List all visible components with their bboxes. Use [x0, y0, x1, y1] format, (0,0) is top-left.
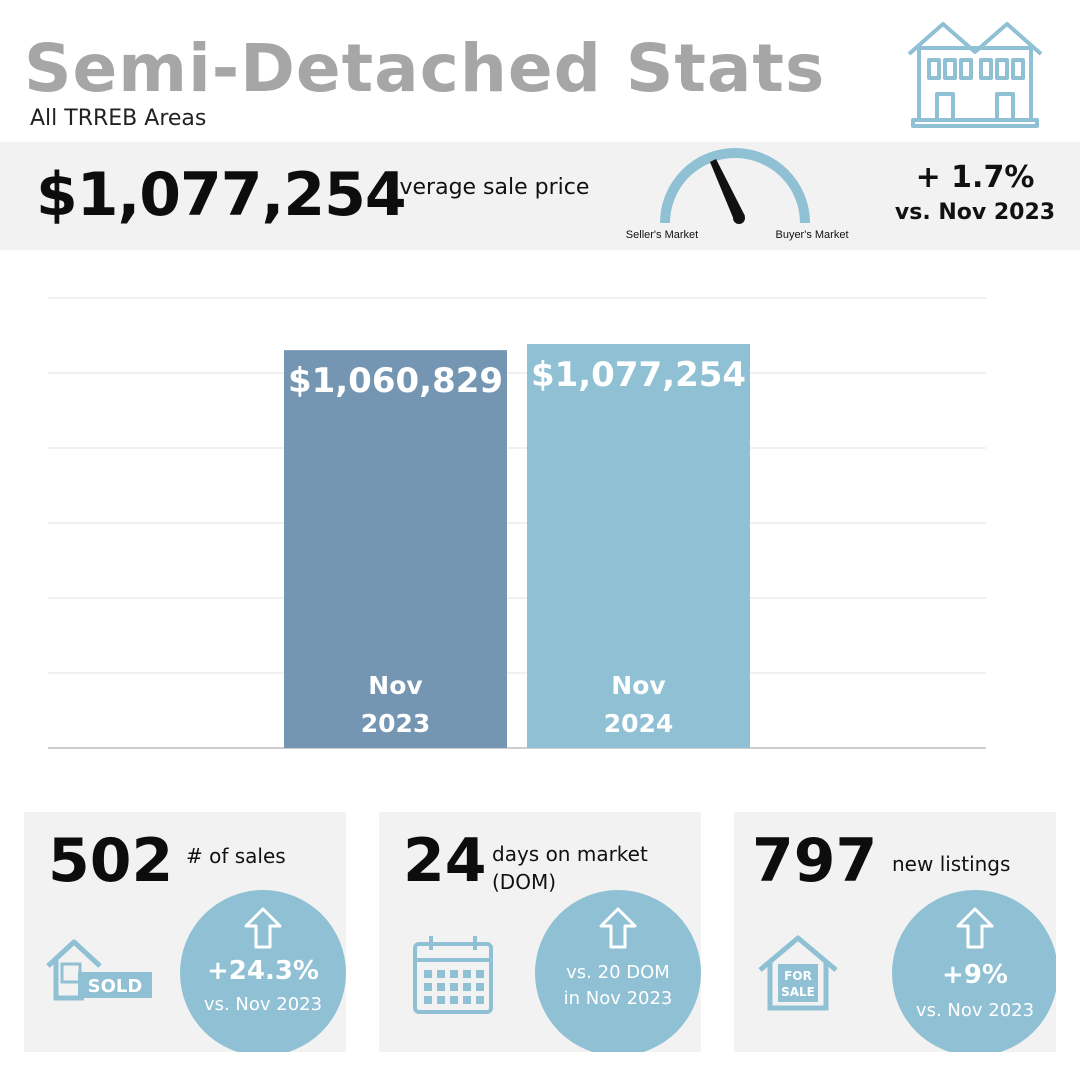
- bar-category-label: Nov: [611, 671, 665, 700]
- bar-value-label: $1,077,254: [531, 355, 746, 395]
- sales-change-circle: +24.3% vs. Nov 2023: [180, 890, 346, 1052]
- dom-card: 24 days on market (DOM) vs. 20 DOM in No…: [379, 812, 701, 1052]
- listings-change-value: +9%: [942, 960, 1008, 990]
- svg-text:SALE: SALE: [781, 985, 815, 999]
- gauge-left-label: Seller's Market: [625, 229, 699, 241]
- average-price-label: average sale price: [386, 175, 590, 200]
- sales-card: 502 # of sales SOLD +24.3% vs. Nov 2023: [24, 812, 346, 1052]
- bar-nov-2024: [527, 344, 750, 748]
- market-gauge: [660, 148, 810, 224]
- bar-value-label: $1,060,829: [288, 361, 503, 401]
- average-price-value: $1,077,254: [36, 160, 407, 230]
- bar-category-label: 2023: [361, 709, 431, 738]
- price-change: + 1.7% vs. Nov 2023: [880, 160, 1070, 230]
- up-arrow-icon: [956, 907, 994, 949]
- semi-detached-house-icon: [907, 22, 1043, 128]
- sales-count: 502: [48, 826, 174, 896]
- listings-count: 797: [752, 826, 878, 896]
- sales-change-vs: vs. Nov 2023: [203, 994, 323, 1015]
- dom-change-circle: vs. 20 DOM in Nov 2023: [535, 890, 701, 1052]
- listings-change-circle: +9% vs. Nov 2023: [892, 890, 1056, 1052]
- sold-house-icon: SOLD: [46, 939, 152, 1001]
- up-arrow-icon: [244, 907, 282, 949]
- for-sale-sign-text: FOR: [784, 969, 812, 983]
- summary-banner: [0, 142, 1080, 250]
- calendar-icon: [413, 936, 493, 1014]
- price-bar-chart: $1,060,829 Nov 2023 $1,077,254 Nov 2024: [48, 297, 986, 749]
- sales-label: # of sales: [186, 844, 286, 868]
- dom-change-line-2: in Nov 2023: [563, 988, 673, 1009]
- sales-change-value: +24.3%: [207, 956, 319, 986]
- dom-count: 24: [403, 826, 487, 896]
- gauge-right-label: Buyer's Market: [775, 229, 849, 241]
- for-sale-house-icon: FOR SALE: [758, 935, 838, 1011]
- bar-category-label: Nov: [368, 671, 422, 700]
- bar-category-label: 2024: [604, 709, 674, 738]
- listings-label: new listings: [892, 852, 1011, 876]
- dom-change-line-1: vs. 20 DOM: [566, 962, 670, 983]
- gauge-needle: [710, 159, 745, 220]
- up-arrow-icon: [599, 907, 637, 949]
- gauge-arc: [660, 148, 810, 224]
- price-change-vs: vs. Nov 2023: [894, 200, 1056, 225]
- page-subtitle: All TRREB Areas: [30, 106, 207, 131]
- page-title: Semi-Detached Stats: [24, 30, 826, 107]
- dom-label: days on market (DOM): [492, 842, 648, 894]
- price-change-pct: + 1.7%: [915, 160, 1035, 195]
- listings-change-vs: vs. Nov 2023: [915, 1000, 1035, 1021]
- listings-card: 797 new listings FOR SALE +9% vs. Nov 20…: [734, 812, 1056, 1052]
- bar-nov-2023: [284, 350, 507, 748]
- sold-sign-text: SOLD: [88, 976, 143, 997]
